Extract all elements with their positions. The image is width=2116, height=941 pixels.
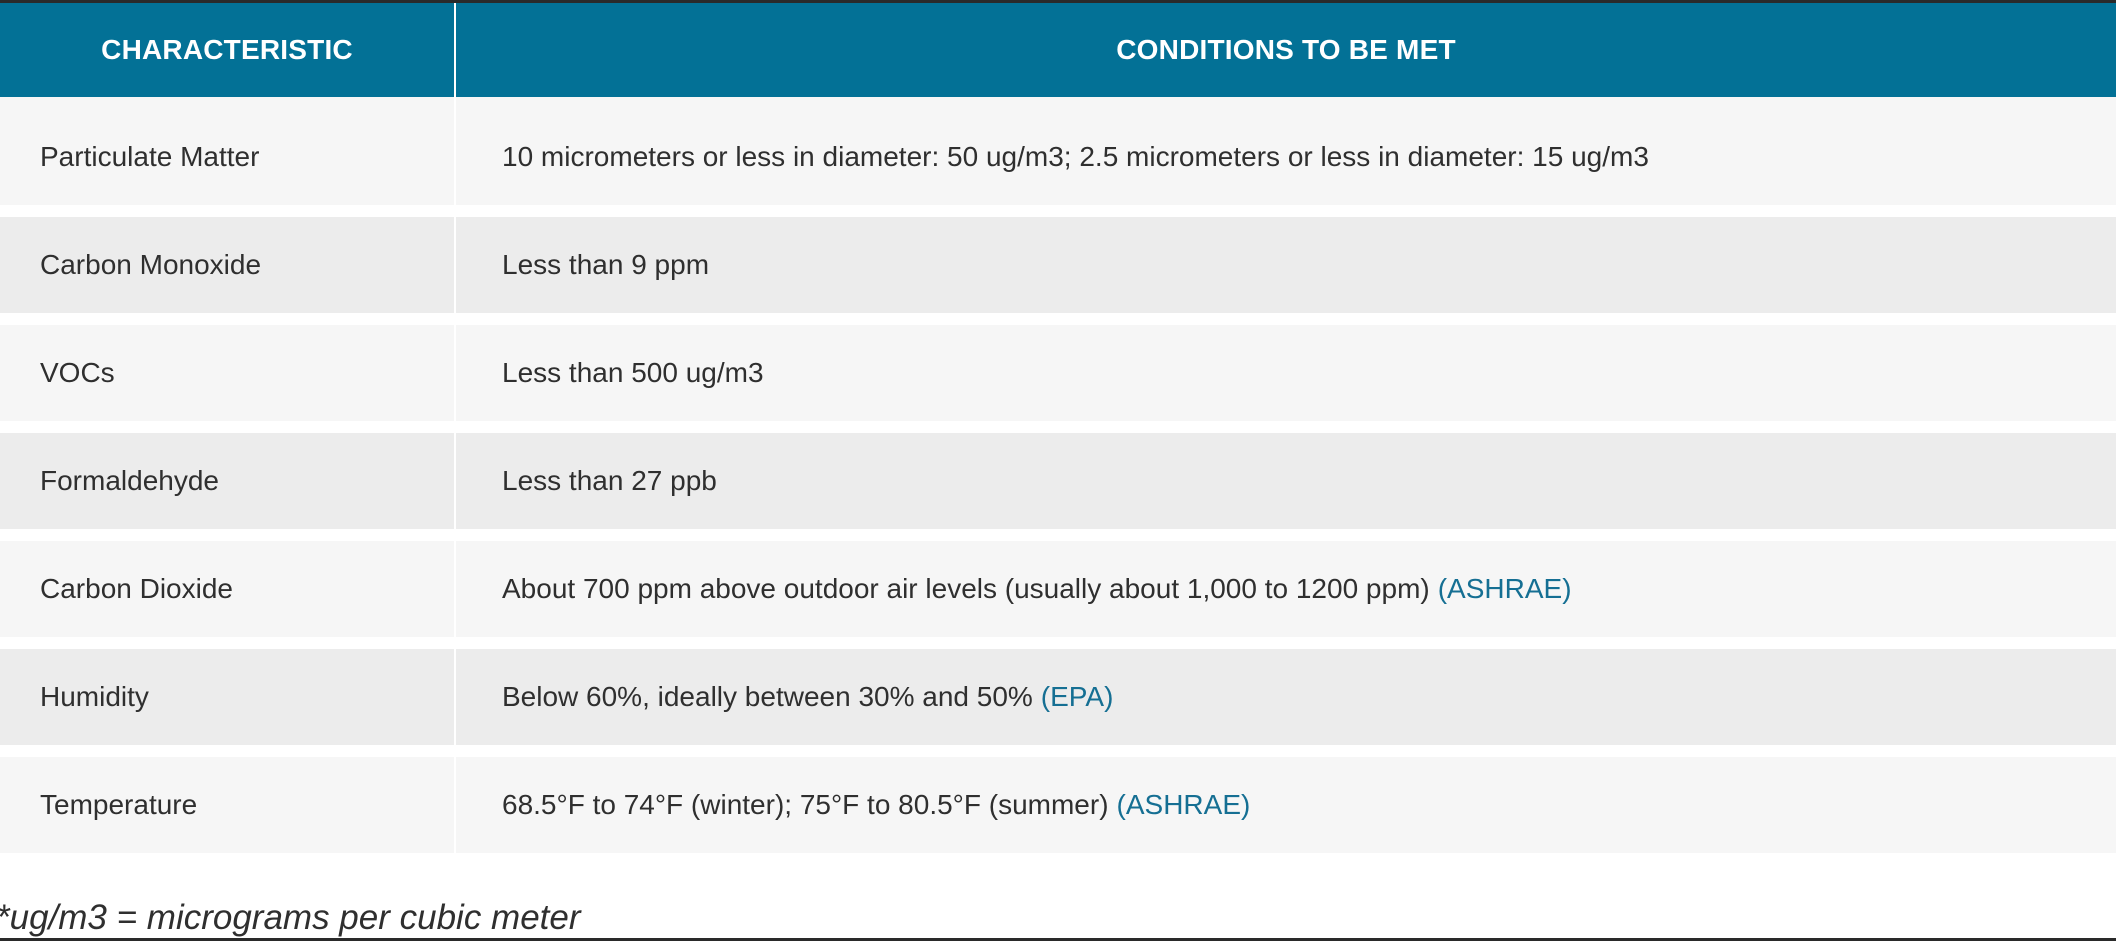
units-footnote: *ug/m3 = micrograms per cubic meter bbox=[0, 898, 581, 937]
condition-text: Less than 9 ppm bbox=[502, 249, 710, 280]
epa-source-link[interactable]: (EPA) bbox=[1040, 681, 1114, 712]
table-row: Humidity Below 60%, ideally between 30% … bbox=[0, 649, 2116, 745]
characteristic-cell: Temperature bbox=[0, 757, 456, 853]
condition-cell: Less than 27 ppb bbox=[456, 433, 2116, 529]
condition-cell: About 700 ppm above outdoor air levels (… bbox=[456, 541, 2116, 637]
condition-cell: Below 60%, ideally between 30% and 50% (… bbox=[456, 649, 2116, 745]
conditions-table: CHARACTERISTIC CONDITIONS TO BE MET Part… bbox=[0, 0, 2116, 853]
condition-text: Less than 500 ug/m3 bbox=[502, 357, 764, 388]
table-row: VOCs Less than 500 ug/m3 bbox=[0, 325, 2116, 421]
characteristic-cell: Particulate Matter bbox=[0, 97, 456, 205]
table-row: Formaldehyde Less than 27 ppb bbox=[0, 433, 2116, 529]
condition-cell: Less than 500 ug/m3 bbox=[456, 325, 2116, 421]
table-row: Carbon Monoxide Less than 9 ppm bbox=[0, 217, 2116, 313]
condition-text: About 700 ppm above outdoor air levels (… bbox=[502, 573, 1430, 604]
characteristic-cell: Carbon Dioxide bbox=[0, 541, 456, 637]
characteristic-cell: Humidity bbox=[0, 649, 456, 745]
characteristic-cell: Carbon Monoxide bbox=[0, 217, 456, 313]
table-body: Particulate Matter 10 micrometers or les… bbox=[0, 97, 2116, 853]
condition-cell: 68.5°F to 74°F (winter); 75°F to 80.5°F … bbox=[456, 757, 2116, 853]
bottom-divider bbox=[0, 938, 2116, 941]
table-row: Particulate Matter 10 micrometers or les… bbox=[0, 97, 2116, 205]
condition-text: Less than 27 ppb bbox=[502, 465, 717, 496]
characteristic-cell: VOCs bbox=[0, 325, 456, 421]
condition-cell: 10 micrometers or less in diameter: 50 u… bbox=[456, 97, 2116, 205]
header-characteristic: CHARACTERISTIC bbox=[0, 3, 456, 97]
condition-text: 10 micrometers or less in diameter: 50 u… bbox=[502, 141, 1649, 172]
table-row: Carbon Dioxide About 700 ppm above outdo… bbox=[0, 541, 2116, 637]
ashrae-source-link[interactable]: (ASHRAE) bbox=[1437, 573, 1572, 604]
condition-text: Below 60%, ideally between 30% and 50% bbox=[502, 681, 1033, 712]
table-header-row: CHARACTERISTIC CONDITIONS TO BE MET bbox=[0, 0, 2116, 97]
condition-text: 68.5°F to 74°F (winter); 75°F to 80.5°F … bbox=[502, 789, 1109, 820]
header-conditions: CONDITIONS TO BE MET bbox=[1116, 34, 1456, 65]
table-row: Temperature 68.5°F to 74°F (winter); 75°… bbox=[0, 757, 2116, 853]
ashrae-source-link[interactable]: (ASHRAE) bbox=[1116, 789, 1251, 820]
characteristic-cell: Formaldehyde bbox=[0, 433, 456, 529]
condition-cell: Less than 9 ppm bbox=[456, 217, 2116, 313]
